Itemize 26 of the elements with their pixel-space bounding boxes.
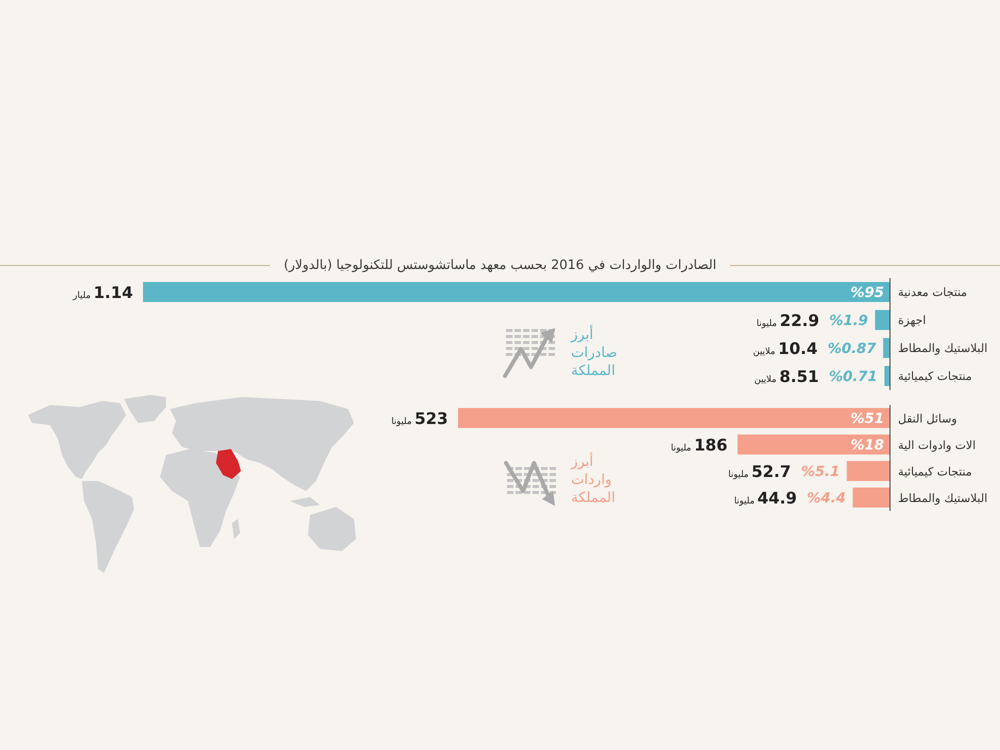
bar — [875, 310, 890, 330]
data-label: %5.1 — [800, 464, 840, 480]
y-tick-label: وسائل النقل — [898, 411, 957, 426]
series-label: أبرز واردات المملكة — [571, 453, 616, 507]
bar — [846, 461, 890, 481]
y-tick-label: منتجات كيميائية — [898, 464, 972, 478]
data-label: %4.4 — [806, 490, 846, 507]
bar — [143, 282, 890, 302]
data-label: %18 — [850, 438, 884, 454]
y-tick-label: منتجات معدنية — [898, 285, 968, 300]
y-tick-label: البلاستيك والمطاط — [898, 490, 988, 505]
series-label: أبرز صادرات المملكة — [571, 326, 618, 380]
y-tick-label: اجهزة — [898, 313, 926, 328]
data-label: %0.71 — [828, 369, 878, 386]
data-label: %51 — [850, 411, 884, 428]
y-tick-label: الات وادوات الية — [898, 438, 976, 452]
data-label: %1.9 — [829, 313, 868, 330]
y-tick-label: البلاستيك والمطاط — [898, 341, 988, 356]
bar — [852, 488, 890, 508]
chart-title: الصادرات والواردات في 2016 بحسب معهد ماساتشوستس للتكنولوجيا (بالدولار) — [282, 258, 718, 272]
bar — [738, 434, 890, 454]
y-tick-label: منتجات كيميائية — [898, 369, 972, 384]
bar — [883, 338, 890, 358]
data-label: %95 — [850, 285, 884, 302]
bar — [458, 408, 890, 428]
data-label: %0.87 — [828, 341, 876, 358]
